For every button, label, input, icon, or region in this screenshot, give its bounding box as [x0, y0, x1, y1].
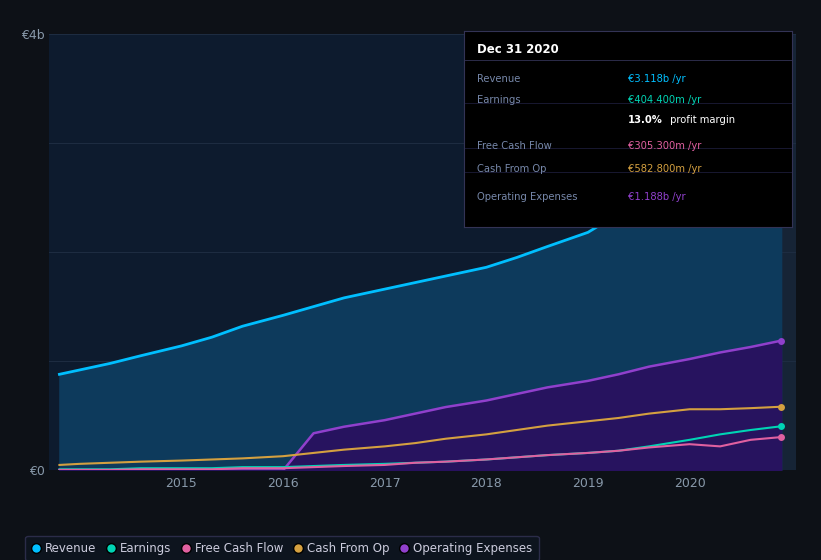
Text: Earnings: Earnings [477, 96, 521, 105]
Text: €582.800m /yr: €582.800m /yr [628, 164, 702, 174]
Text: 13.0%: 13.0% [628, 115, 663, 125]
Text: €404.400m /yr: €404.400m /yr [628, 96, 701, 105]
Text: €305.300m /yr: €305.300m /yr [628, 141, 701, 151]
Bar [690, 34, 801, 470]
Legend: Revenue, Earnings, Free Cash Flow, Cash From Op, Operating Expenses: Revenue, Earnings, Free Cash Flow, Cash … [25, 536, 539, 560]
Text: €3.118b /yr: €3.118b /yr [628, 74, 686, 84]
Text: Revenue: Revenue [477, 74, 521, 84]
Text: Dec 31 2020: Dec 31 2020 [477, 43, 559, 55]
Text: profit margin: profit margin [667, 115, 736, 125]
Text: Operating Expenses: Operating Expenses [477, 192, 577, 202]
Text: €1.188b /yr: €1.188b /yr [628, 192, 686, 202]
Text: Free Cash Flow: Free Cash Flow [477, 141, 552, 151]
Text: Cash From Op: Cash From Op [477, 164, 547, 174]
